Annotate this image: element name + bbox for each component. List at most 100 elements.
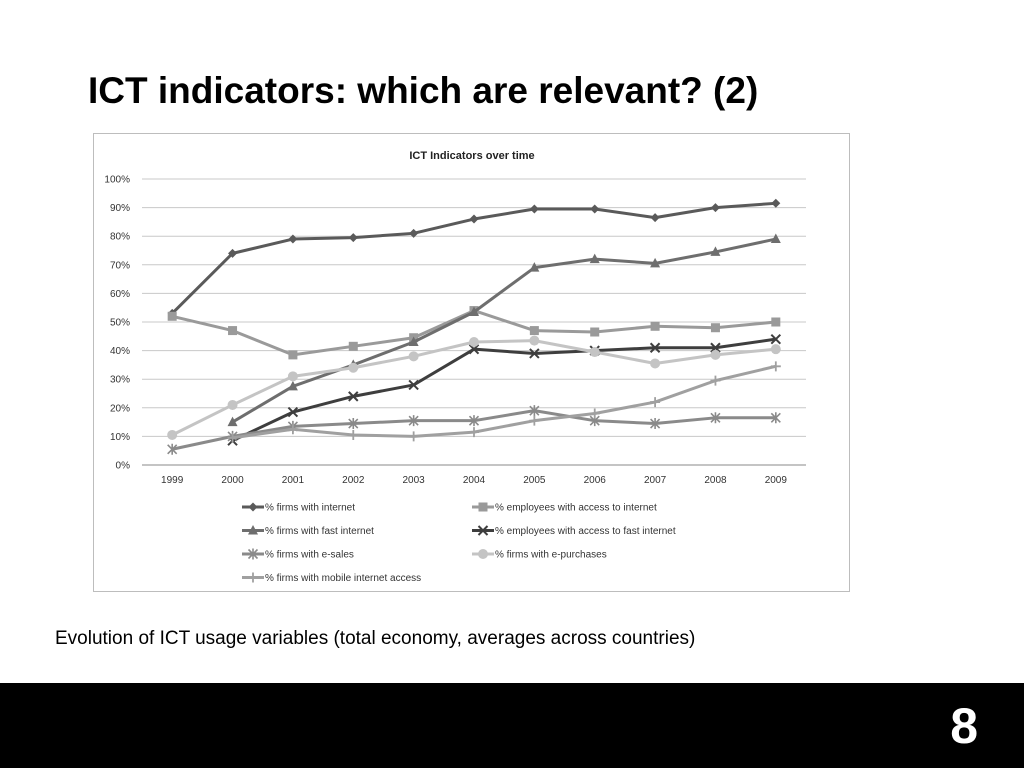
chart-frame: ICT Indicators over time 0% 10% 20% 30% 40% 5… [93,133,850,592]
y-tick-label: 60% [110,289,130,300]
series-3 [227,233,781,427]
y-tick-label: 0% [116,461,131,472]
data-point [710,203,720,213]
data-point [770,361,781,372]
legend-item: % firms with internet [242,502,355,514]
data-point [408,336,419,347]
data-point [469,337,479,348]
legend-item: % firms with e-purchases [472,549,607,561]
x-tick-label: 2002 [342,475,365,486]
legend-item: % firms with fast internet [242,525,374,537]
data-point [227,399,238,410]
data-point [469,214,479,224]
legend-item: % firms with mobile internet access [242,572,421,584]
data-point [287,371,298,382]
data-point [408,351,419,362]
data-point [589,408,600,419]
data-point [469,427,479,438]
x-tick-label: 2004 [463,475,486,486]
x-tick-label: 2005 [523,475,546,486]
y-tick-label: 10% [110,432,130,443]
y-tick-label: 70% [110,260,130,271]
data-point [227,432,238,443]
data-point [529,262,540,272]
data-point [348,341,358,351]
slide-title: ICT indicators: which are relevant? (2) [88,70,759,111]
legend: % firms with internet % employees with ac… [242,502,676,584]
y-tick-label: 100% [104,175,130,186]
data-point [288,234,298,244]
y-tick-label: 80% [110,232,130,243]
data-point [650,257,661,268]
data-point [590,327,600,337]
data-point [710,349,721,360]
data-point [348,429,359,440]
legend-marker [247,548,259,560]
chart-title: ICT Indicators over time [409,150,534,162]
legend-marker [248,572,258,583]
legend-marker [248,502,258,512]
legend-item: % firms with e-sales [242,548,354,561]
x-tick-label: 2007 [644,475,667,486]
data-point [650,418,661,430]
y-tick-label: 30% [110,375,130,386]
data-point [590,204,600,214]
series-7 [227,361,781,443]
data-point [710,323,720,333]
data-point [771,317,781,327]
legend-label: % firms with e-sales [265,550,354,561]
data-point [287,406,299,418]
data-point [529,326,539,336]
data-point [770,233,781,244]
data-point [167,311,177,321]
data-point [650,213,660,223]
legend-item: % employees with access to fast internet [472,525,676,537]
legend-marker [478,502,488,512]
data-point [348,233,358,243]
data-point [710,342,721,353]
x-tick-label: 2006 [584,475,607,486]
data-point [408,415,419,427]
data-point [348,418,359,430]
data-point [770,412,781,424]
legend-label: % firms with mobile internet access [265,573,421,584]
legend-marker [477,525,489,536]
series-6 [167,335,781,440]
data-point [770,344,781,355]
data-point [650,358,661,369]
data-point [650,321,660,331]
data-point [589,253,600,264]
legend-label: % firms with e-purchases [495,550,607,561]
legend-marker [248,525,258,535]
x-axis-ticks: 1999 2000 2001 2002 2003 2004 2005 2006 2007 2008… [161,475,787,486]
data-point [529,335,540,346]
x-tick-label: 2001 [282,475,305,486]
data-point [529,405,540,417]
x-tick-label: 2000 [221,475,244,486]
x-tick-label: 2003 [403,475,426,486]
data-point [771,198,781,208]
legend-label: % employees with access to fast internet [495,526,676,537]
series-lines [167,198,782,455]
data-point [348,362,359,373]
y-tick-label: 90% [110,203,130,214]
data-point [469,306,479,316]
data-point [589,347,600,358]
legend-marker [478,549,488,559]
data-point [710,375,721,386]
y-tick-label: 40% [110,346,130,357]
data-point [529,415,540,426]
data-point [167,429,178,440]
x-tick-label: 2009 [765,475,788,486]
data-point [529,348,540,359]
series-line [231,237,777,424]
series-line [231,337,777,443]
data-point [468,343,480,355]
data-point [770,333,782,345]
data-point [228,248,238,258]
data-point [529,204,539,214]
data-point [348,391,359,402]
data-point [650,397,661,408]
data-point [167,443,178,455]
data-point [408,379,419,391]
